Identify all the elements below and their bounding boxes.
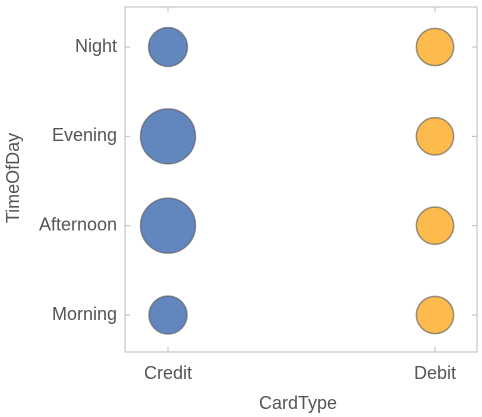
x-tick-label: Credit (144, 363, 192, 383)
bubble (415, 206, 455, 246)
bubble (148, 295, 188, 335)
x-axis-title: CardType (259, 393, 337, 413)
plot-frame (124, 6, 478, 353)
y-tick-label: Afternoon (39, 214, 117, 234)
x-tick-label: Debit (414, 363, 456, 383)
bubble (139, 108, 197, 165)
y-axis-title: TimeOfDay (3, 133, 23, 223)
bubble (415, 295, 455, 335)
y-tick-label: Evening (52, 125, 117, 145)
bubble (147, 26, 189, 68)
bubble (415, 27, 455, 67)
y-tick-label: Morning (52, 304, 117, 324)
bubble (139, 197, 197, 254)
bubble (415, 116, 455, 156)
y-tick-label: Night (75, 36, 117, 56)
